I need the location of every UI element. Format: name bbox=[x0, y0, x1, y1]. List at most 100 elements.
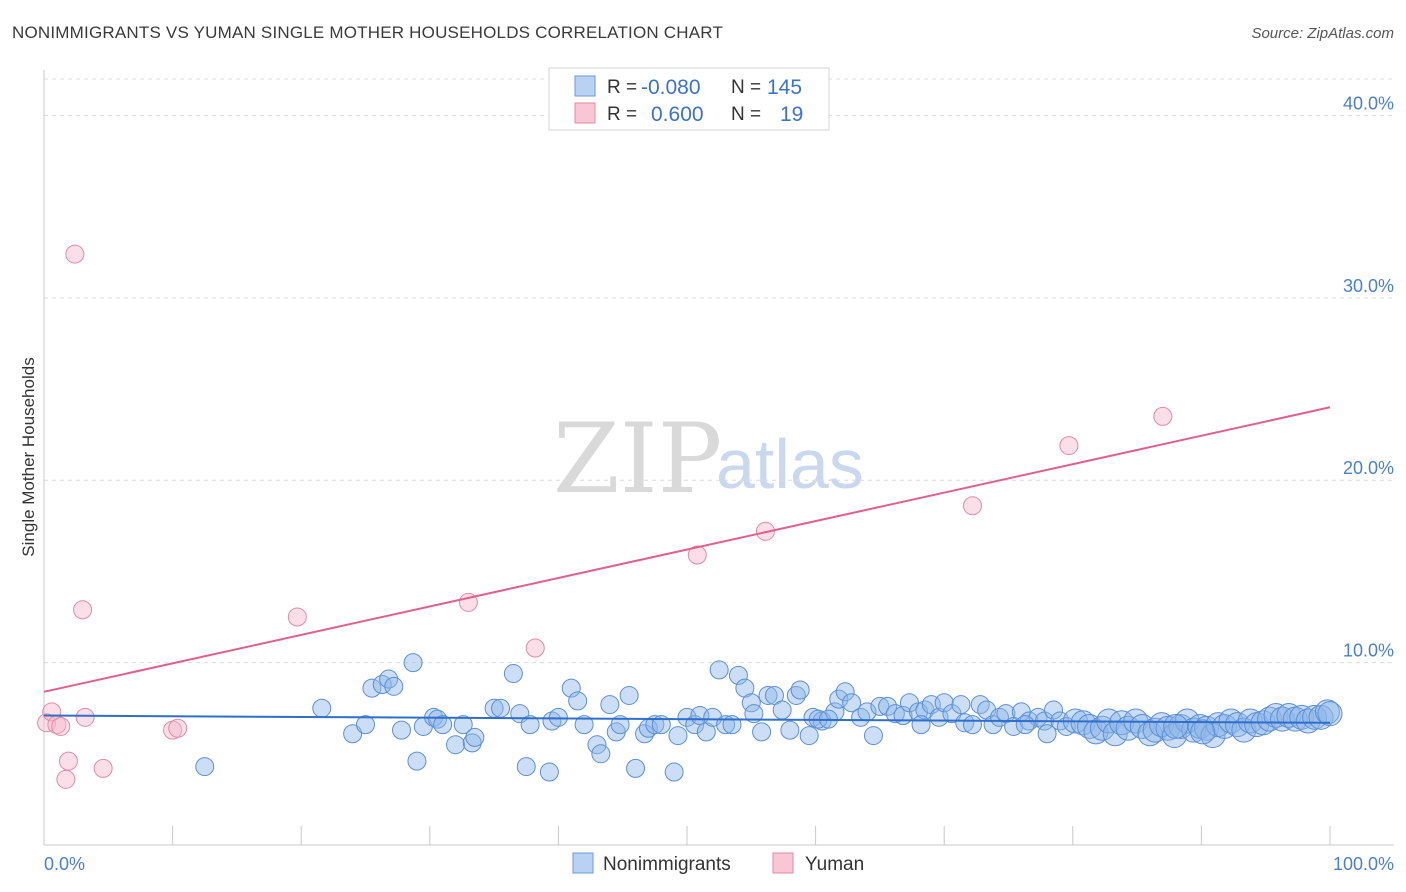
point-nonimmigrants-80 bbox=[929, 707, 949, 727]
point-yuman-8 bbox=[75, 707, 95, 727]
point-nonimmigrants-51 bbox=[722, 715, 742, 735]
x-tick-label-0: 0.0% bbox=[44, 854, 85, 874]
legend-swatch-nonimmigrants bbox=[574, 75, 596, 97]
point-yuman-14 bbox=[525, 638, 545, 658]
point-nonimmigrants-84 bbox=[955, 713, 975, 733]
point-nonimmigrants-37 bbox=[626, 758, 646, 778]
bottom-legend-swatch-yuman bbox=[772, 852, 794, 874]
point-nonimmigrants-143 bbox=[1015, 715, 1035, 735]
point-nonimmigrants-4 bbox=[362, 678, 382, 698]
point-nonimmigrants-146 bbox=[744, 704, 764, 724]
point-nonimmigrants-71 bbox=[863, 726, 883, 746]
point-nonimmigrants-115 bbox=[1161, 723, 1187, 749]
point-yuman-17 bbox=[962, 496, 982, 516]
point-nonimmigrants-144 bbox=[911, 715, 931, 735]
point-yuman-9 bbox=[93, 758, 113, 778]
y-axis-tick-labels: 10.0% 20.0% 30.0% 40.0% bbox=[1343, 93, 1394, 660]
point-nonimmigrants-132 bbox=[1269, 706, 1295, 732]
point-nonimmigrants-140 bbox=[1317, 701, 1343, 727]
legend-n-value-2: 19 bbox=[780, 103, 803, 126]
point-nonimmigrants-57 bbox=[764, 685, 784, 705]
trend-line-yuman bbox=[43, 406, 1331, 693]
y-tick-label-3: 40.0% bbox=[1343, 93, 1394, 113]
point-yuman-15 bbox=[687, 545, 707, 565]
point-yuman-18 bbox=[1059, 436, 1079, 456]
point-nonimmigrants-55 bbox=[752, 722, 772, 742]
point-nonimmigrants-3 bbox=[356, 715, 375, 735]
point-nonimmigrants-14 bbox=[433, 715, 453, 735]
point-nonimmigrants-54 bbox=[741, 693, 761, 713]
y-tick-label-1: 20.0% bbox=[1343, 458, 1394, 478]
point-nonimmigrants-59 bbox=[780, 720, 800, 740]
point-nonimmigrants-61 bbox=[790, 680, 810, 700]
bottom-legend-label-nonimmigrants: Nonimmigrants bbox=[603, 854, 731, 875]
point-nonimmigrants-130 bbox=[1257, 706, 1283, 732]
point-nonimmigrants-81 bbox=[934, 693, 954, 713]
legend-r-label-1: R = bbox=[607, 77, 637, 98]
point-nonimmigrants-13 bbox=[428, 709, 448, 729]
point-nonimmigrants-26 bbox=[542, 711, 562, 731]
point-nonimmigrants-1 bbox=[312, 698, 332, 718]
point-nonimmigrants-2 bbox=[343, 724, 363, 744]
point-yuman-4 bbox=[56, 769, 76, 789]
stats-legend: R = -0.080 N = 145 R = 0.600 N = 19 bbox=[548, 67, 830, 131]
point-nonimmigrants-40 bbox=[645, 715, 665, 735]
point-nonimmigrants-133 bbox=[1276, 703, 1302, 729]
legend-r-value-2: 0.600 bbox=[651, 103, 704, 126]
chart-source: Source: ZipAtlas.com bbox=[1251, 25, 1394, 42]
point-yuman-19 bbox=[1153, 406, 1173, 426]
point-nonimmigrants-124 bbox=[1218, 708, 1244, 734]
point-nonimmigrants-52 bbox=[728, 665, 748, 685]
point-nonimmigrants-58 bbox=[772, 700, 792, 720]
point-nonimmigrants-62 bbox=[799, 726, 819, 746]
point-yuman-6 bbox=[65, 244, 85, 264]
point-nonimmigrants-41 bbox=[651, 715, 671, 735]
point-nonimmigrants-83 bbox=[951, 695, 971, 715]
point-nonimmigrants-60 bbox=[786, 685, 806, 705]
point-nonimmigrants-96 bbox=[1044, 700, 1064, 720]
point-nonimmigrants-101 bbox=[1070, 710, 1096, 736]
point-yuman-7 bbox=[73, 600, 93, 620]
point-nonimmigrants-126 bbox=[1231, 717, 1257, 743]
point-nonimmigrants-7 bbox=[384, 676, 404, 696]
point-nonimmigrants-73 bbox=[878, 696, 898, 716]
point-nonimmigrants-43 bbox=[668, 726, 688, 746]
legend-n-label-1: N = bbox=[731, 77, 761, 98]
gridlines bbox=[44, 78, 1394, 664]
legend-n-value-1: 145 bbox=[767, 76, 802, 99]
point-nonimmigrants-18 bbox=[465, 727, 485, 747]
point-yuman-5 bbox=[58, 751, 78, 771]
bottom-legend-swatch-nonimmigrants bbox=[572, 852, 594, 874]
x-tick-label-1: 100.0% bbox=[1333, 854, 1394, 874]
point-nonimmigrants-42 bbox=[664, 762, 684, 782]
point-nonimmigrants-31 bbox=[587, 735, 607, 755]
legend-r-value-1: -0.080 bbox=[641, 76, 701, 99]
point-nonimmigrants-69 bbox=[851, 707, 871, 727]
point-nonimmigrants-15 bbox=[446, 735, 466, 755]
legend-swatch-yuman bbox=[574, 102, 596, 124]
point-nonimmigrants-28 bbox=[561, 678, 581, 698]
point-nonimmigrants-113 bbox=[1149, 712, 1175, 738]
point-nonimmigrants-74 bbox=[885, 704, 905, 724]
point-nonimmigrants-10 bbox=[407, 751, 427, 771]
x-axis-ticks bbox=[172, 826, 1331, 845]
point-nonimmigrants-35 bbox=[610, 715, 630, 735]
watermark-zip-text: ZIP bbox=[553, 403, 722, 515]
y-tick-label-0: 10.0% bbox=[1343, 641, 1394, 661]
point-nonimmigrants-97 bbox=[1037, 724, 1057, 744]
watermark: ZIP atlas bbox=[553, 403, 864, 515]
point-yuman-3 bbox=[51, 716, 71, 736]
point-nonimmigrants-68 bbox=[842, 693, 862, 713]
y-axis-label: Single Mother Households bbox=[19, 357, 38, 556]
point-nonimmigrants-25 bbox=[539, 762, 559, 782]
chart-title: NONIMMIGRANTS VS YUMAN SINGLE MOTHER HOU… bbox=[12, 23, 723, 42]
point-nonimmigrants-32 bbox=[591, 744, 611, 764]
point-nonimmigrants-21 bbox=[503, 664, 523, 684]
legend-r-label-2: R = bbox=[607, 104, 637, 125]
point-nonimmigrants-36 bbox=[619, 685, 639, 705]
stats-legend-box bbox=[548, 67, 830, 131]
point-nonimmigrants-24 bbox=[520, 715, 540, 735]
point-yuman-12 bbox=[287, 607, 307, 627]
watermark-atlas-text: atlas bbox=[716, 425, 864, 503]
